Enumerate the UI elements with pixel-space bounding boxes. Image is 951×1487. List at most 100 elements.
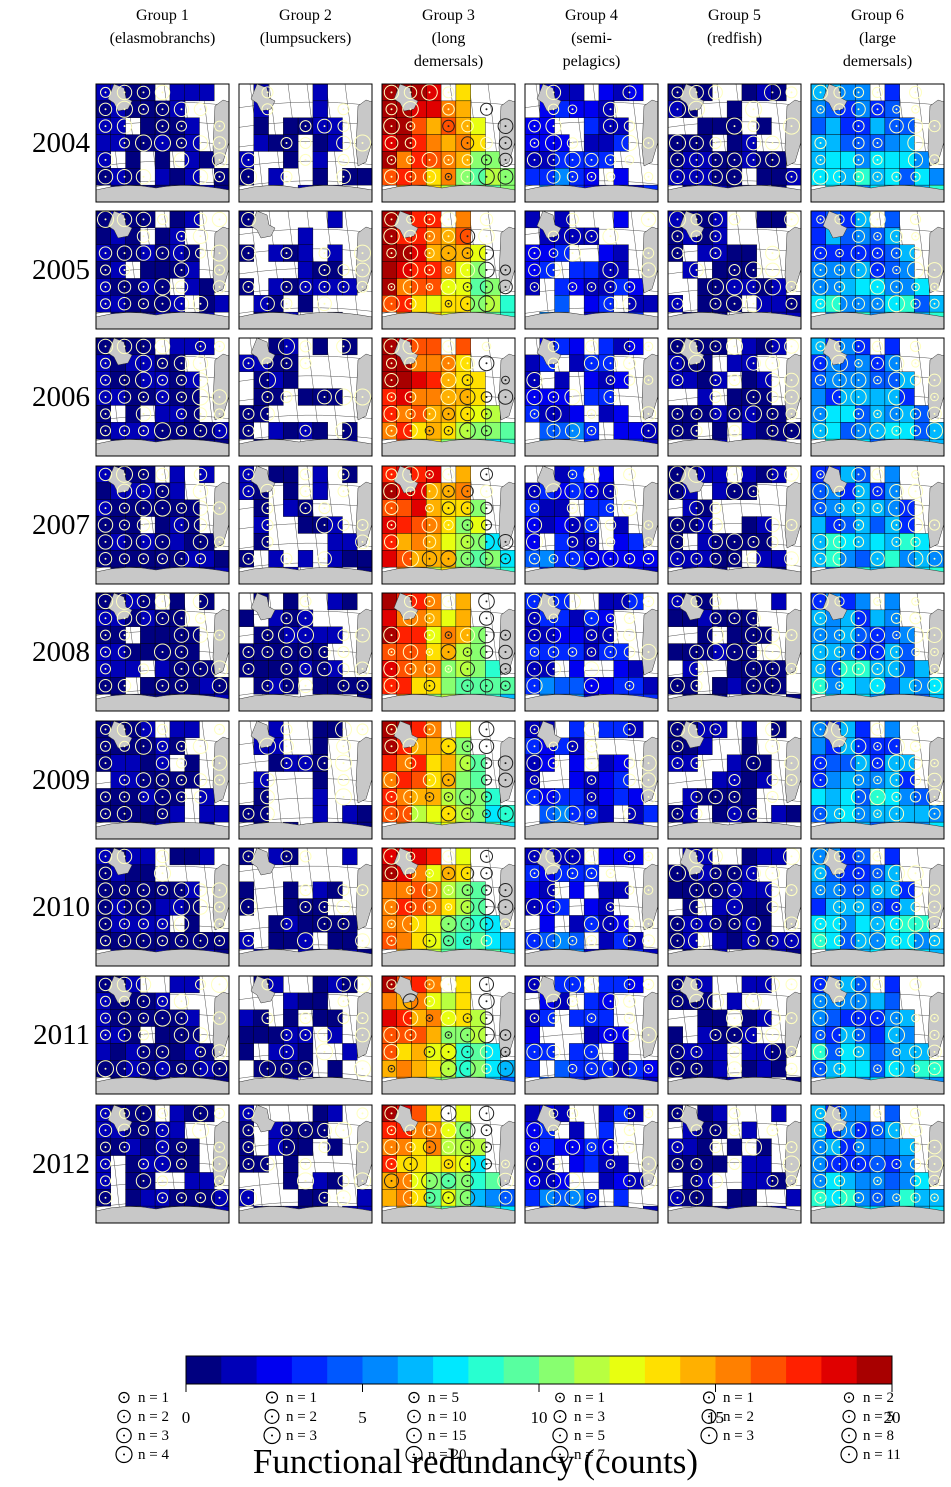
- redundancy-cell: [95, 405, 111, 423]
- sample-dot: [180, 524, 183, 526]
- sample-circle: [116, 338, 133, 355]
- sample-dot: [466, 490, 469, 493]
- redundancy-cell: [110, 788, 126, 806]
- sample-dot: [609, 507, 612, 510]
- sample-dot: [552, 125, 555, 128]
- sample-circle: [280, 646, 293, 658]
- sample-dot: [485, 429, 488, 432]
- redundancy-cell: [485, 788, 501, 806]
- sample-dot: [199, 302, 202, 305]
- redundancy-cell: [381, 354, 397, 372]
- redundancy-cell: [569, 609, 585, 627]
- map-panel: [95, 720, 230, 840]
- redundancy-cell: [110, 626, 126, 644]
- sample-dot: [609, 235, 612, 238]
- map-panel: [238, 210, 373, 330]
- redundancy-cell: [253, 1060, 269, 1078]
- sample-circle: [117, 679, 132, 693]
- sample-circle: [116, 721, 133, 738]
- redundancy-cell: [327, 932, 343, 950]
- novaya-zemlya-land: [212, 481, 230, 549]
- redundancy-cell: [756, 210, 772, 229]
- panel-border: [238, 465, 373, 585]
- sample-circle: [116, 483, 133, 499]
- sample-dot: [466, 1067, 469, 1070]
- sample-circle: [192, 1121, 209, 1139]
- sample-dot: [485, 108, 488, 111]
- sample-dot: [752, 667, 755, 670]
- redundancy-cell: [697, 788, 713, 806]
- redundancy-cell: [470, 499, 486, 517]
- sample-dot: [285, 617, 288, 620]
- sample-dot: [428, 684, 431, 687]
- sample-dot: [533, 490, 536, 493]
- sample-circle: [98, 917, 113, 931]
- redundancy-cell: [426, 337, 442, 356]
- sample-dot: [733, 345, 736, 348]
- redundancy-cell: [381, 788, 397, 806]
- sample-dot: [552, 362, 555, 365]
- sample-dot: [714, 379, 717, 382]
- redundancy-cell: [569, 261, 585, 279]
- sample-dot: [485, 1034, 488, 1036]
- redundancy-cell: [238, 1155, 254, 1173]
- sample-dot: [676, 142, 679, 144]
- sample-dot: [447, 779, 450, 781]
- redundancy-cell: [470, 1189, 486, 1207]
- redundancy-cell: [110, 244, 126, 262]
- sample-circle: [214, 340, 225, 352]
- sample-dot: [428, 175, 431, 178]
- sample-circle: [97, 169, 114, 185]
- redundancy-cell: [169, 847, 185, 866]
- sample-dot: [199, 1129, 202, 1132]
- redundancy-cell: [712, 1104, 728, 1123]
- mainland-coast: [667, 822, 802, 840]
- sample-dot: [342, 889, 345, 892]
- redundancy-cell: [643, 677, 659, 695]
- sample-dot: [733, 617, 736, 620]
- sample-dot: [180, 745, 183, 748]
- redundancy-cell: [154, 516, 171, 534]
- sample-circle: [116, 211, 133, 228]
- redundancy-cell: [771, 720, 787, 739]
- redundancy-cell: [554, 295, 570, 313]
- mainland-coast: [524, 822, 659, 840]
- sample-circle: [193, 467, 208, 482]
- sample-dot: [466, 634, 469, 637]
- sample-dot: [695, 600, 698, 603]
- redundancy-cell: [667, 881, 683, 899]
- sample-circle: [117, 1123, 132, 1138]
- redundancy-cell: [253, 1155, 269, 1173]
- sample-dot: [180, 557, 183, 560]
- novaya-zemlya-land: [355, 736, 373, 804]
- sample-circle: [136, 883, 151, 897]
- svalbard-land: [107, 592, 133, 621]
- redundancy-cell: [726, 244, 743, 262]
- sample-dot: [533, 795, 536, 798]
- sample-dot: [733, 175, 736, 178]
- sample-circle: [460, 169, 475, 184]
- redundancy-cell: [628, 592, 644, 611]
- sample-dot: [609, 125, 612, 128]
- redundancy-cell: [613, 117, 629, 135]
- sample-circle: [355, 1027, 370, 1043]
- redundancy-cell: [253, 1026, 269, 1044]
- redundancy-cell: [238, 660, 254, 678]
- mainland-coast: [381, 185, 516, 203]
- sample-dot: [104, 252, 107, 255]
- sample-circle: [261, 502, 274, 515]
- redundancy-cell: [741, 975, 757, 994]
- sample-circle: [337, 120, 350, 133]
- sample-circle: [174, 679, 189, 693]
- redundancy-cell: [697, 1060, 713, 1078]
- sample-dot: [104, 540, 107, 543]
- sample-dot: [142, 1034, 145, 1036]
- sample-circle: [195, 553, 206, 565]
- sample-dot: [199, 473, 202, 476]
- sample-dot: [104, 634, 107, 637]
- mainland-coast: [524, 694, 659, 712]
- sample-dot: [714, 218, 717, 221]
- sample-dot: [676, 158, 679, 161]
- sample-dot: [533, 1163, 536, 1165]
- redundancy-cell: [455, 1104, 471, 1123]
